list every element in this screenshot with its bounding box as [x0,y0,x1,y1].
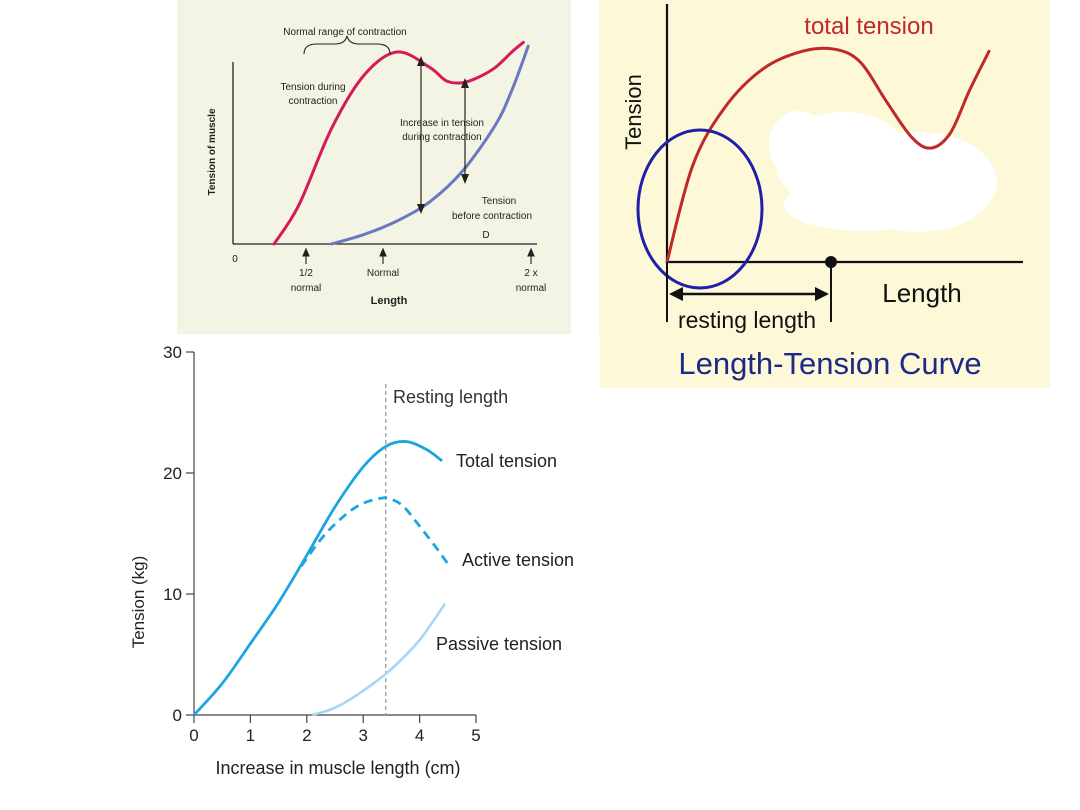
chart-panel-b: Tension Length total tension resting len… [599,0,1050,388]
white-smudge [769,111,997,232]
total-tension-curve [665,46,991,264]
tension-during-contraction-curve [272,40,525,246]
x-tick-label-double: 2 x normal [516,268,547,294]
x-tick-label-half: 1/2 normal [291,268,322,294]
x-axis-label: Increase in muscle length (cm) [215,758,460,778]
x-tick-label: 4 [415,726,424,745]
chart-c-svg: 0 10 20 30 0 1 2 3 4 5 Tension (kg) Increase in m… [129,343,574,778]
y-axis-label: Tension of muscle [207,108,218,195]
y-tick-label: 30 [163,343,182,362]
y-tick-label: 20 [163,464,182,483]
resting-length-label: resting length [678,307,816,333]
resting-region-circle [636,128,764,290]
tension-during-label: Tension during contraction [280,82,345,107]
total-tension-curve [192,440,444,716]
active-tension-curve [300,496,449,568]
x-tick-label: 2 [302,726,311,745]
total-tension-label: total tension [804,13,933,40]
x-axis-label: Length [882,278,962,308]
y-tick-label: 0 [173,706,182,725]
y-tick-label: 10 [163,585,182,604]
x-tick-label: 5 [471,726,480,745]
axes-group: 0 10 20 30 0 1 2 3 4 5 [163,343,481,745]
normal-range-brace [303,35,391,55]
chart-panel-a: Tension of muscle 0 Length 1/2 normal Nor… [177,0,571,334]
increase-label: Increase in tension during contraction [400,118,484,143]
tension-before-contraction-curve [329,44,530,246]
panel-letter: D [482,230,489,241]
normal-range-label: Normal range of contraction [283,27,406,38]
tension-before-label: Tension before contraction [452,196,532,222]
total-tension-label: Total tension [456,451,557,471]
x-tick-arrows [302,247,535,264]
chart-panel-c: 0 10 20 30 0 1 2 3 4 5 Tension (kg) Increase in m… [110,336,600,796]
x-tick-label: 3 [358,726,367,745]
chart-title: Length-Tension Curve [678,346,981,381]
x-axis-label: Length [371,295,408,307]
passive-tension-label: Passive tension [436,634,562,654]
x-tick-label: 0 [189,726,198,745]
resting-length-label: Resting length [393,387,508,407]
origin-label: 0 [232,254,238,265]
passive-tension-curve [312,602,447,717]
chart-a-svg: Tension of muscle 0 Length 1/2 normal Nor… [207,27,547,307]
chart-b-svg: Tension Length total tension resting len… [621,4,1023,381]
x-tick-label: 1 [246,726,255,745]
x-tick-label-normal: Normal [367,268,399,279]
y-axis-label: Tension [621,74,646,150]
y-axis-label: Tension (kg) [129,556,148,649]
active-tension-label: Active tension [462,550,574,570]
